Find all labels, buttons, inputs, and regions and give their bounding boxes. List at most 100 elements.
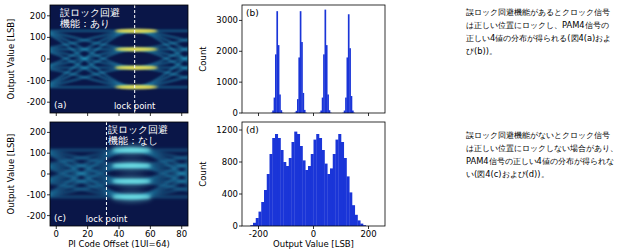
histogram-bar [297,134,300,226]
annotation: 誤ロック回避 [60,7,120,18]
level-glow [114,47,159,52]
histogram-bar [344,158,347,226]
plot-frame [50,122,188,226]
histogram-bar [261,202,264,226]
level-glow [111,175,152,187]
level-glow [114,85,159,90]
description-line: 誤ロック回避機能がないとクロック信号 [466,130,610,140]
eye-traces [50,31,188,87]
description: 誤ロック回避機能がないとクロック信号は正しい位置にロックしない場合があり、PAM… [466,130,618,179]
y-tick [47,215,50,216]
eye-trace [135,68,188,87]
lock-point-line [134,5,135,113]
histogram-bar [283,162,286,226]
panel-eye_diagram: -200-1000100200020406080Output Value [LS… [6,122,232,249]
histogram-bar [281,110,283,113]
eye-traces [50,150,188,197]
x-tick-label: 80 [176,229,187,239]
lock-point-line [106,122,107,226]
histogram-bar [253,223,256,226]
level-glow [114,65,159,70]
histogram-bar [314,140,317,226]
y-tick-label: 200 [30,11,46,21]
description-line: は正しい位置にロックし、PAM4信号の [466,20,609,30]
y-axis-label: Output Value [LSB] [6,19,16,100]
y-tick [47,59,50,60]
level-band [116,48,157,51]
histogram-bar [355,215,358,226]
histogram-bar [351,96,353,113]
x-tick-label: 40 [114,229,125,239]
y-tick-label: 400 [222,189,238,199]
y-tick-label: 200 [30,127,46,137]
histogram-bar [256,218,259,226]
histogram-bar [327,174,330,226]
y-tick [239,20,242,21]
eye-trace [50,68,135,87]
histogram-bar [349,192,352,226]
x-tick-label: 20 [82,229,93,239]
eye-trace [50,31,135,87]
panel-label: (b) [246,8,259,18]
y-axis-label: Count [198,161,208,187]
y-tick-label: 800 [222,157,238,167]
level-glow [111,160,152,172]
y-tick-label: -200 [27,211,46,221]
level-band [113,195,151,200]
eye-trace [50,150,132,197]
y-tick-label: 1200 [216,125,238,135]
x-tick-label: 0 [54,229,59,239]
x-tick-label: 60 [145,229,156,239]
x-tick-label: 200 [360,229,376,239]
histogram-bar [281,150,284,226]
x-tick [87,113,88,116]
eye-trace [50,31,135,87]
y-tick-label: 1000 [216,77,238,87]
y-tick [239,226,242,227]
description-line: い(図4(c)および(d))。 [466,169,549,179]
eye-trace [50,68,135,87]
annotation: 誤ロック回避 [108,124,168,135]
histogram-bar [322,150,325,226]
level-band [113,148,151,153]
lock-point-label: lock point [114,101,156,111]
level-band [113,179,151,184]
description-line: 誤ロック回避機能があるとクロック信号 [466,7,610,17]
y-tick [47,153,50,154]
histogram-bar [333,154,336,226]
y-tick-label: -100 [27,190,46,200]
y-tick [239,130,242,131]
eye-trace [135,31,188,49]
y-tick-label: 100 [30,32,46,42]
x-tick [181,113,182,116]
plot-frame [50,5,188,113]
description-line: 正しい4値の分布が得られる(図4(a)およ [466,33,611,43]
eye-trace [135,49,188,67]
histogram-bar [272,138,275,226]
histogram-bar [278,138,281,226]
panel-label: (a) [54,100,67,110]
x-tick [56,113,57,116]
x-tick [150,113,151,116]
y-tick [47,37,50,38]
y-tick-label: 0 [233,221,238,231]
histogram-bar [347,176,350,226]
histogram-bar [304,110,306,113]
histogram-bar [292,142,295,226]
x-tick [368,113,369,116]
annotation: 機能：あり [60,18,110,29]
histogram-bar [330,168,333,226]
histogram-bar [336,140,339,226]
level-band [116,66,157,69]
plot-area [50,122,188,226]
y-tick-label: 3000 [216,15,238,25]
y-tick-label: 0 [41,169,46,179]
description-line: は正しい位置にロックしない場合があり、 [466,143,618,153]
y-tick [47,132,50,133]
panel-label: (d) [246,125,259,135]
y-tick-label: 2000 [216,46,238,56]
description: 誤ロック回避機能があるとクロック信号は正しい位置にロックし、PAM4信号の正しい… [466,7,611,56]
panel-eye_diagram: -200-1000100200Output Value [LSB](a)誤ロック… [6,5,235,116]
lock-point-label: lock point [86,214,128,224]
histogram-bar [264,190,267,226]
